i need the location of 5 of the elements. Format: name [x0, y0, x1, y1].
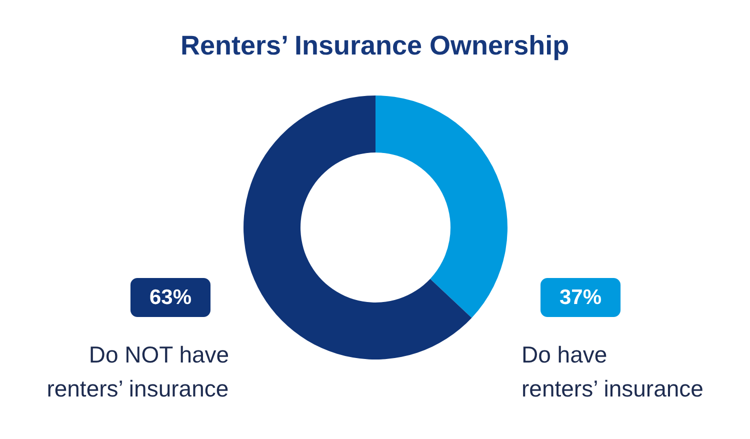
chart-title: Renters’ Insurance Ownership: [180, 30, 570, 60]
legend-label: Do have renters’ insurance: [522, 342, 704, 402]
data-label: 63%: [149, 286, 192, 309]
legend-label: Do NOT have renters’ insurance: [46, 342, 230, 402]
data-label: 37%: [560, 286, 602, 309]
